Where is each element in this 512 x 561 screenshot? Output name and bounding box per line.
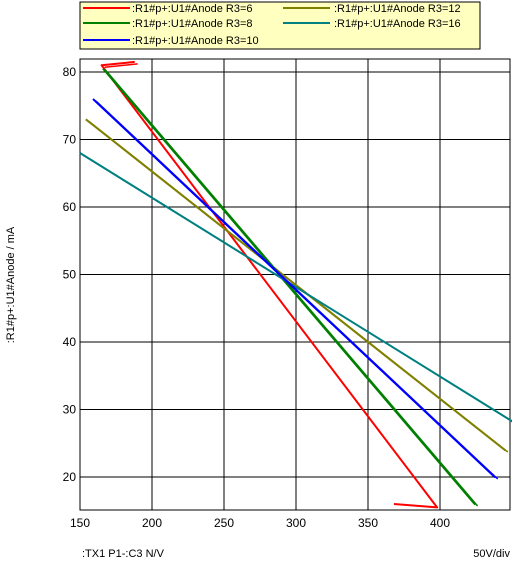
y-tick-label: 40 (63, 335, 77, 349)
series-return-line-3 (82, 154, 512, 423)
y-tick-label: 80 (63, 65, 77, 79)
series-return-line-0 (104, 63, 138, 69)
legend-label-3: :R1#p+:U1#Anode R3=16 (334, 18, 461, 30)
x-tick-label: 200 (142, 516, 162, 530)
y-tick-label: 50 (63, 268, 77, 282)
grid (80, 59, 510, 510)
series-return-line-1 (88, 120, 509, 453)
x-tick-label: 150 (70, 516, 90, 530)
x-tick-label: 300 (286, 516, 306, 530)
y-tick-label: 20 (63, 470, 77, 484)
y-tick-labels: 20 30 40 50 60 70 80 (63, 65, 77, 484)
x-tick-label: 250 (214, 516, 234, 530)
y-tick-label: 70 (63, 133, 77, 147)
series-return-line-2 (105, 70, 479, 507)
legend-label-1: :R1#p+:U1#Anode R3=12 (334, 3, 461, 15)
series-line-0 (100, 60, 439, 509)
series-return-line-4 (95, 100, 499, 480)
legend-label-0: :R1#p+:U1#Anode R3=6 (132, 3, 252, 15)
series-layer (79, 60, 512, 509)
legend-label-2: :R1#p+:U1#Anode R3=8 (132, 18, 252, 30)
x-scale-label: 50V/div (473, 548, 510, 560)
plot-frame (79, 58, 511, 511)
legend-box (79, 1, 481, 50)
x-tick-labels: 150 200 250 300 350 400 (70, 516, 450, 530)
y-tick-label: 60 (63, 200, 77, 214)
legend: :R1#p+:U1#Anode R3=6 :R1#p+:U1#Anode R3=… (79, 1, 481, 50)
y-axis-label: :R1#p+:U1#Anode / mA (5, 226, 17, 343)
x-axis-label: :TX1 P1-:C3 N/V (82, 548, 165, 560)
x-tick-label: 350 (358, 516, 378, 530)
y-tick-label: 30 (63, 403, 77, 417)
series-line-2 (102, 67, 476, 505)
legend-label-4: :R1#p+:U1#Anode R3=10 (132, 35, 259, 47)
x-tick-label: 400 (430, 516, 450, 530)
